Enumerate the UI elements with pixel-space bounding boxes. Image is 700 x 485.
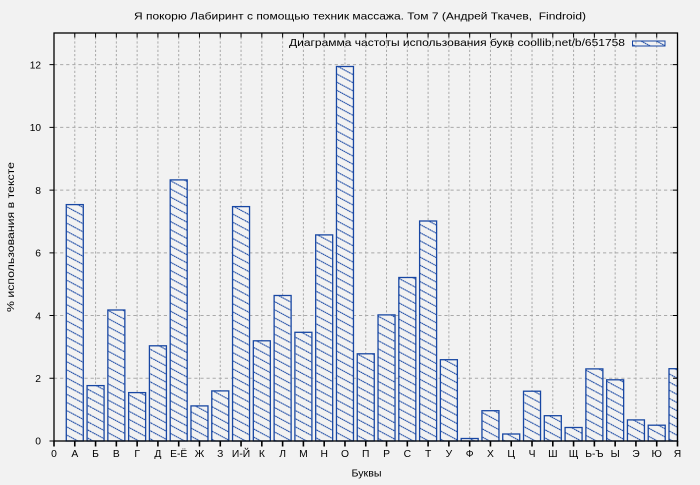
svg-text:0: 0 [51, 449, 57, 460]
svg-text:4: 4 [35, 311, 41, 322]
svg-text:З: З [217, 449, 223, 460]
svg-text:Р: Р [383, 449, 390, 460]
svg-text:Ы: Ы [611, 449, 620, 460]
svg-text:И-Й: И-Й [232, 447, 250, 460]
svg-text:Я: Я [674, 449, 681, 460]
svg-text:Ц: Ц [507, 449, 515, 460]
svg-text:В: В [113, 449, 120, 460]
svg-text:Е-Ё: Е-Ё [170, 448, 187, 460]
svg-text:2: 2 [35, 374, 41, 385]
svg-text:6: 6 [35, 249, 41, 260]
svg-text:П: П [362, 449, 369, 460]
svg-text:8: 8 [35, 186, 41, 197]
svg-text:Я покорю Лабиринт с помощью те: Я покорю Лабиринт с помощью техник масса… [134, 10, 586, 22]
svg-text:Диаграмма частоты использовани: Диаграмма частоты использования букв coo… [289, 37, 625, 49]
svg-text:Ш: Ш [548, 449, 557, 460]
svg-text:Х: Х [487, 449, 494, 460]
svg-text:Ч: Ч [529, 449, 536, 460]
svg-text:Г: Г [134, 449, 140, 460]
svg-text:Ь-Ъ: Ь-Ъ [585, 449, 603, 460]
svg-text:О: О [341, 449, 349, 460]
svg-text:Щ: Щ [569, 449, 579, 460]
svg-text:У: У [446, 449, 453, 460]
svg-text:12: 12 [30, 60, 42, 71]
svg-text:Ю: Ю [652, 449, 662, 460]
svg-text:Д: Д [154, 449, 161, 460]
svg-text:Ф: Ф [466, 449, 474, 460]
svg-text:Н: Н [320, 449, 327, 460]
svg-text:Буквы: Буквы [352, 469, 382, 480]
svg-text:Т: Т [425, 449, 432, 460]
svg-text:Л: Л [279, 449, 286, 460]
svg-text:10: 10 [30, 123, 42, 134]
svg-text:А: А [71, 449, 78, 460]
svg-text:Э: Э [632, 449, 640, 460]
svg-text:0: 0 [35, 437, 41, 448]
svg-text:С: С [404, 449, 412, 460]
svg-text:К: К [259, 449, 265, 460]
svg-text:Ж: Ж [195, 449, 205, 460]
svg-text:% использования в тексте: % использования в тексте [6, 162, 17, 312]
svg-text:Б: Б [92, 449, 99, 460]
svg-text:М: М [299, 449, 308, 460]
